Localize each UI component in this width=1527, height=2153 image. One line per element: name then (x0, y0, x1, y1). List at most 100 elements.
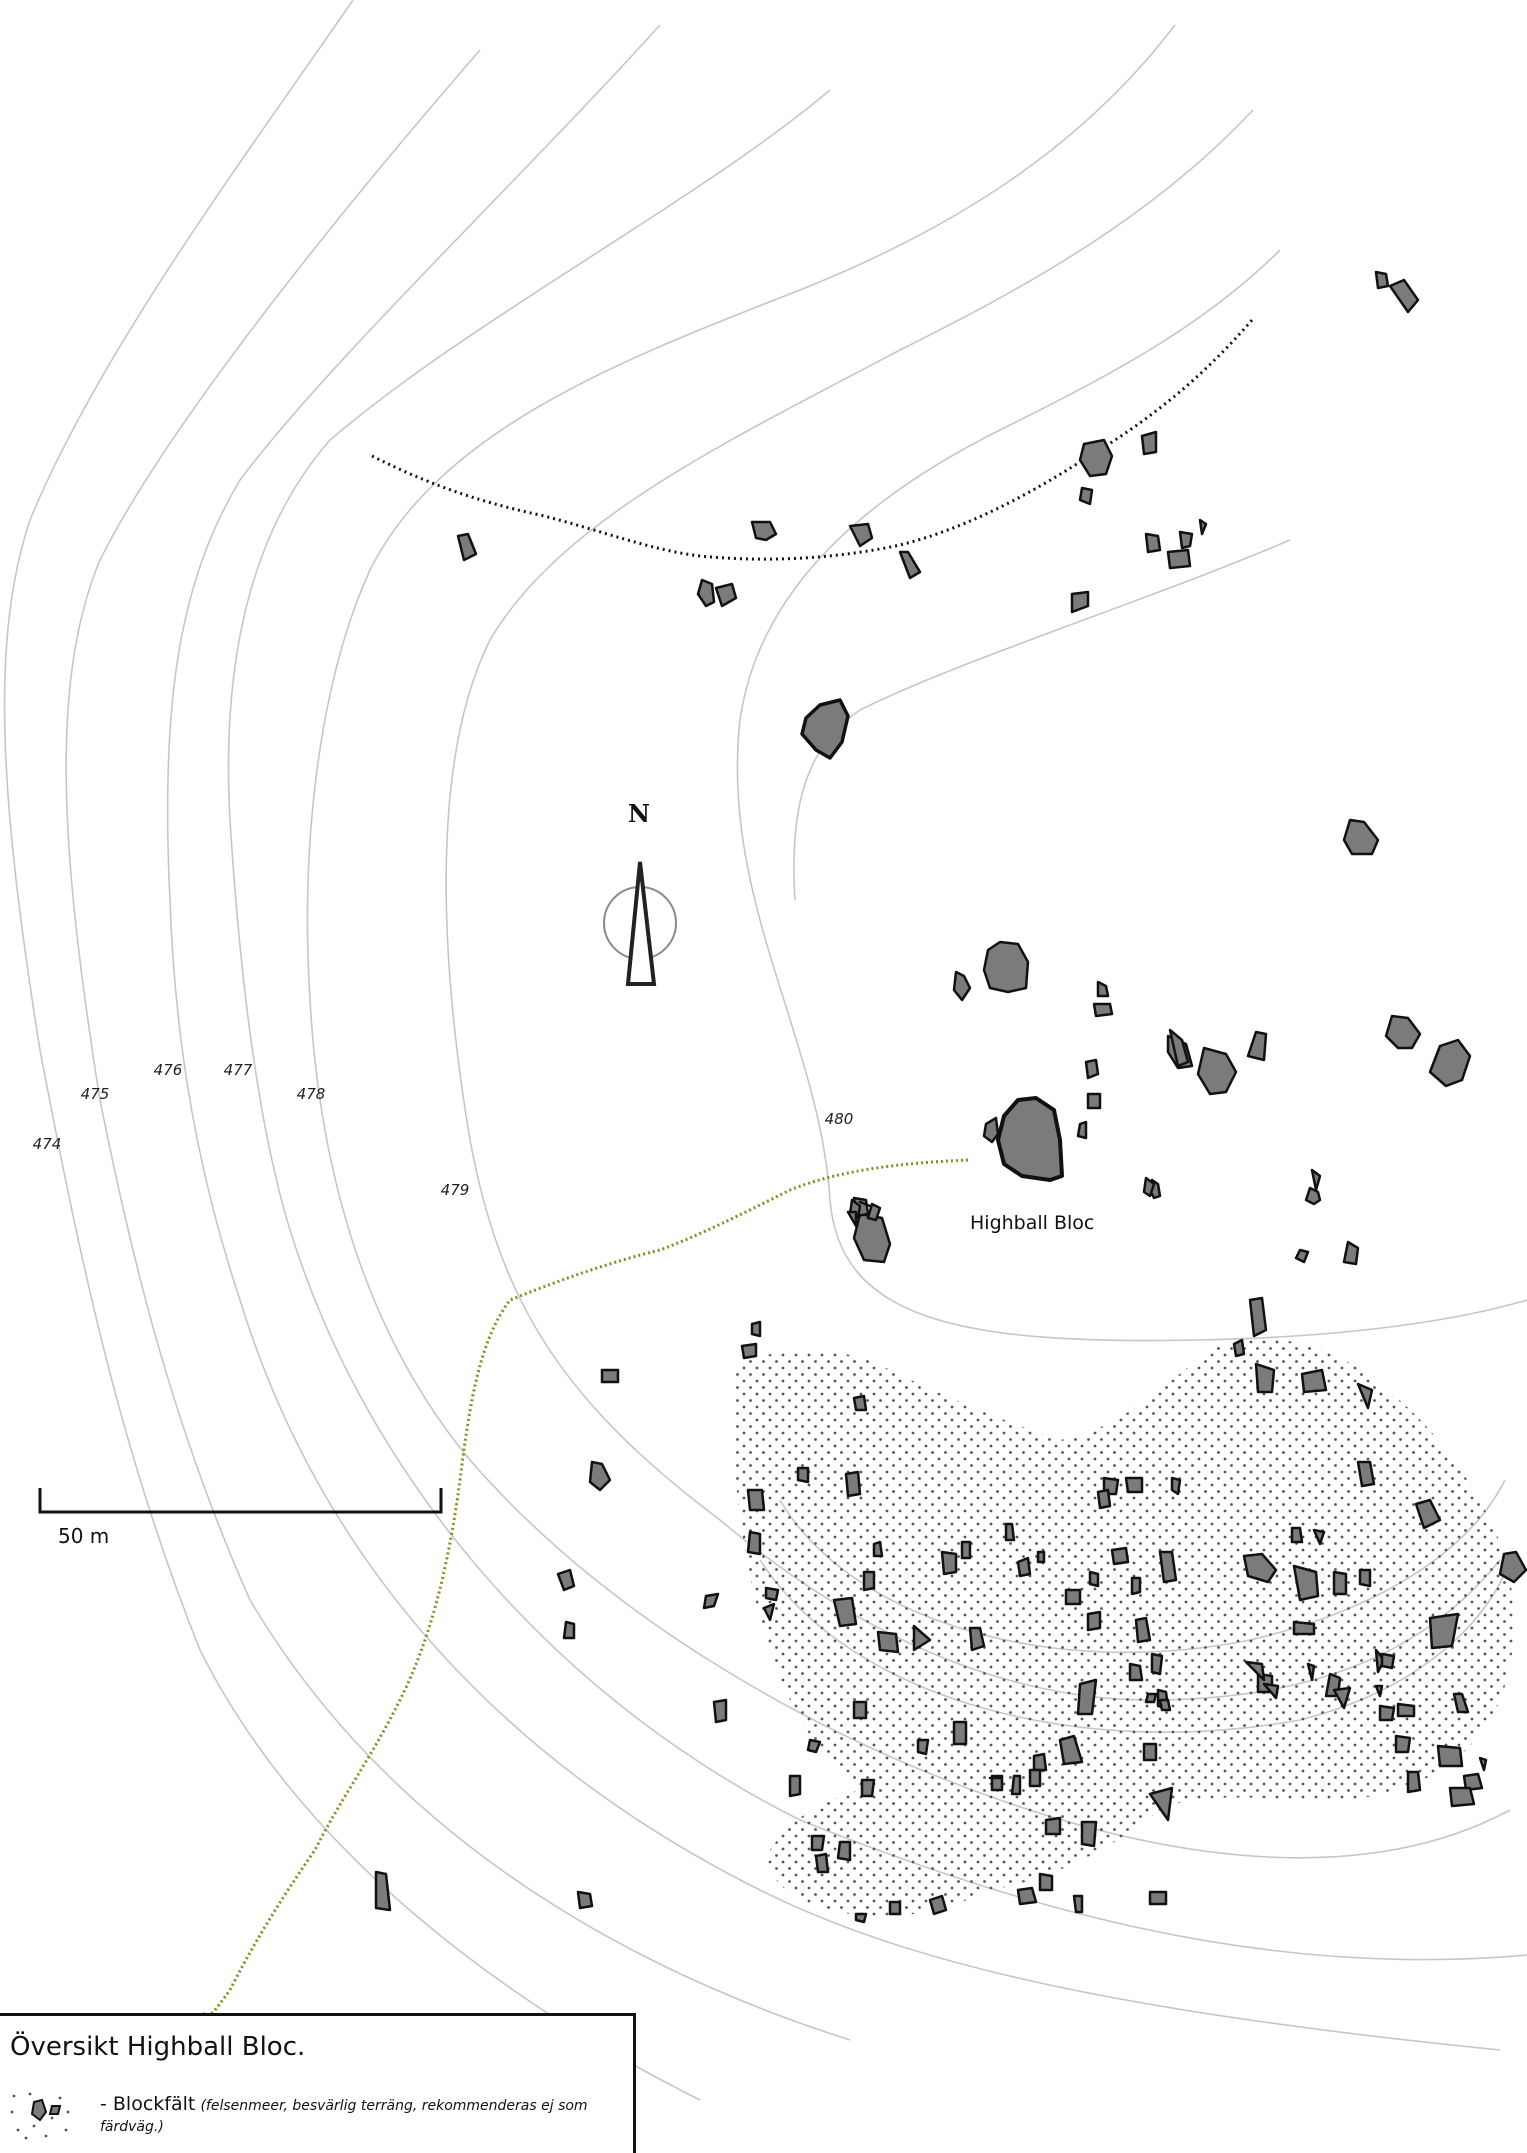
boulder (1294, 1248, 1310, 1264)
boulder (1010, 1774, 1022, 1796)
boulder (1254, 1362, 1276, 1394)
north-label: N (628, 799, 650, 828)
boulder (852, 1394, 868, 1412)
boulder (1406, 1770, 1422, 1794)
boulder (1292, 1620, 1316, 1636)
boulder (1332, 1686, 1352, 1710)
boulder (1414, 1498, 1442, 1530)
boulder (852, 1212, 892, 1264)
contour-label-480: 480 (825, 1110, 854, 1128)
contour-label-477: 477 (224, 1061, 253, 1079)
boulder (456, 532, 478, 562)
boulder (1196, 1046, 1238, 1096)
boulder (1086, 1092, 1102, 1110)
boulder (1142, 1742, 1158, 1762)
boulder (1140, 430, 1158, 456)
boulder (1378, 1704, 1396, 1722)
boulder (1290, 1526, 1304, 1544)
blockfalt-symbol-icon (10, 2092, 70, 2140)
boulder (1038, 1872, 1054, 1892)
boulder (1300, 1368, 1328, 1394)
legend-title: Översikt Highball Bloc. (10, 2032, 306, 2062)
boulder (1078, 438, 1114, 478)
boulder (714, 582, 738, 608)
boulder (1078, 486, 1094, 506)
boulder (806, 1738, 822, 1754)
boulder (1130, 1576, 1142, 1596)
boulder (1044, 1816, 1062, 1836)
legend-item-name: - Blockfält (100, 2093, 196, 2115)
boulder (1498, 1550, 1527, 1584)
boulder (1058, 1734, 1084, 1766)
boulder (940, 1550, 958, 1576)
boulder (1168, 1028, 1190, 1068)
boulder (746, 1488, 766, 1512)
boulder (1384, 1014, 1422, 1050)
boulder (1232, 1338, 1246, 1358)
boulder (1462, 1772, 1484, 1792)
boulder (1166, 548, 1192, 570)
boulder (1292, 1564, 1320, 1602)
boulder (848, 522, 874, 548)
boulder (1070, 590, 1090, 614)
boulder (888, 1900, 902, 1916)
boulder (866, 1202, 882, 1222)
boulder (1142, 1176, 1156, 1198)
boulder (1088, 1570, 1100, 1588)
boulder (1148, 1786, 1174, 1822)
contour-label-479: 479 (441, 1181, 470, 1199)
legend-box: Översikt Highball Bloc. - Blockfält (fel… (0, 2013, 636, 2153)
boulder (1428, 1038, 1472, 1088)
boulder (872, 1540, 884, 1558)
boulder-highball-bloc (996, 1096, 1064, 1182)
boulder (1436, 1744, 1464, 1768)
boulder (1262, 1682, 1280, 1700)
boulder (1198, 518, 1208, 536)
boulder (1244, 1660, 1266, 1682)
boulder (712, 1698, 728, 1724)
boulder (1096, 980, 1110, 998)
boulder (1178, 530, 1194, 550)
boulder (1358, 1568, 1372, 1588)
boulder (1452, 1692, 1470, 1714)
boulder (854, 1912, 868, 1924)
boulder (844, 1470, 862, 1498)
boulder (1072, 1894, 1084, 1914)
boulder (1144, 532, 1162, 554)
boulder (916, 1738, 930, 1756)
boulder (1332, 1570, 1348, 1596)
contour-label-474: 474 (33, 1135, 62, 1153)
contour-lines (3, 0, 1527, 2101)
boulder (912, 1624, 932, 1652)
boulder (1242, 1552, 1278, 1584)
boulder (846, 1210, 858, 1228)
boulder (1096, 1488, 1112, 1510)
boulder (1306, 1662, 1316, 1682)
boulder (1310, 1168, 1322, 1192)
boulder (1304, 1186, 1322, 1206)
boulder (1388, 278, 1420, 314)
highball-bloc-label: Highball Bloc (970, 1212, 1094, 1234)
boulder (876, 1630, 900, 1654)
boulder (796, 1466, 810, 1484)
boulder (1374, 1684, 1384, 1698)
boulder (374, 1870, 392, 1912)
boulder (1380, 1652, 1396, 1670)
contour-label-475: 475 (81, 1085, 110, 1103)
boulder (1342, 1240, 1360, 1266)
boulder (968, 1626, 986, 1652)
boulder (862, 1570, 876, 1592)
boulder (1342, 818, 1380, 856)
boulder (762, 1602, 776, 1622)
boulder (1374, 270, 1390, 290)
boulder (1448, 1786, 1476, 1808)
boulders (374, 270, 1527, 1924)
boulder (1128, 1662, 1144, 1682)
boulder (740, 1342, 758, 1360)
north-needle-icon (625, 861, 657, 986)
boulder (788, 1774, 802, 1798)
ridge-dotted-line (371, 319, 1254, 561)
boulder (600, 1368, 620, 1384)
boulder (982, 940, 1030, 994)
boulder (898, 550, 922, 580)
